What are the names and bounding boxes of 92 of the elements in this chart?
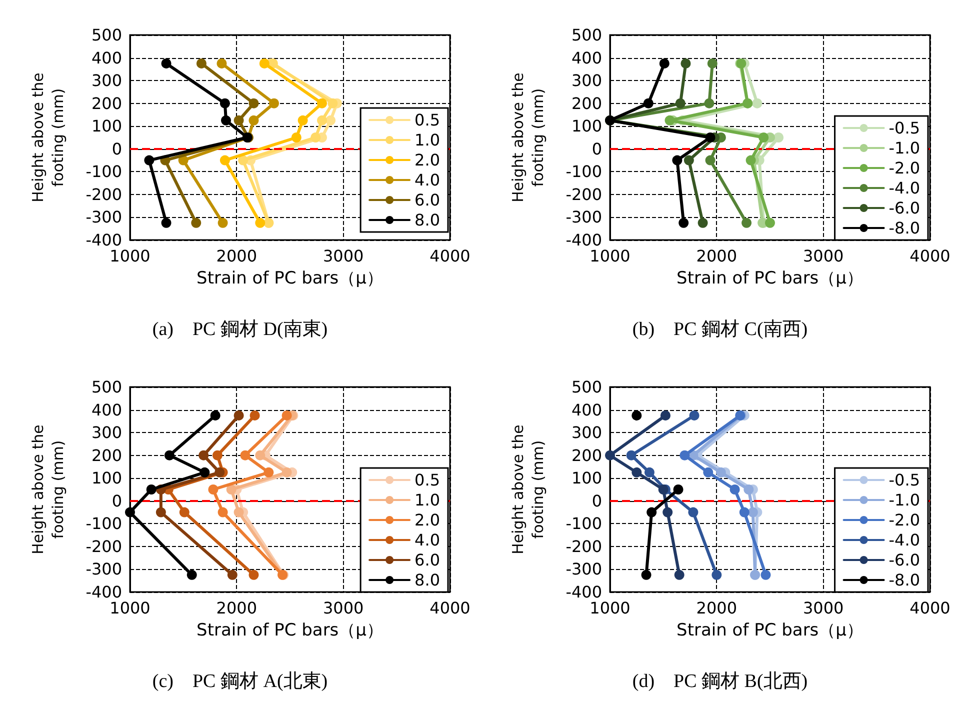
text: (b) PC 鋼材 C(南西) xyxy=(632,319,808,340)
y-tick-label: 200 xyxy=(571,94,602,113)
legend-label: 0.5 xyxy=(414,470,440,490)
legend-label: -6.0 xyxy=(888,550,920,570)
x-tick-label: 2000 xyxy=(216,598,258,618)
y-tick-label: -400 xyxy=(86,230,122,250)
legend-label: 6.0 xyxy=(414,190,440,210)
y-tick-label: -100 xyxy=(86,162,122,182)
y-tick-label: 400 xyxy=(91,400,122,420)
y-tick-label: 400 xyxy=(91,48,122,68)
y-tick-label: -400 xyxy=(566,582,602,602)
y-axis-title: Height above the footing (mm) xyxy=(509,72,547,202)
legend-label: -0.5 xyxy=(888,118,920,138)
y-tick-label: -200 xyxy=(566,536,602,556)
x-tick-label: 3000 xyxy=(802,246,844,266)
y-tick-label: 0 xyxy=(112,139,122,158)
y-tick-label: -300 xyxy=(566,208,602,227)
y-tick-label: 200 xyxy=(91,446,122,465)
y-tick-label: 0 xyxy=(112,491,122,510)
y-tick-label: 200 xyxy=(571,446,602,465)
y-axis-title: Height above the footing (mm) xyxy=(29,72,67,202)
x-axis-title: Strain of PC bars（μ） xyxy=(196,620,384,640)
y-tick-label: -300 xyxy=(86,560,122,579)
y-tick-label: 100 xyxy=(571,468,602,488)
y-tick-label: -100 xyxy=(86,514,122,534)
y-tick-label: 300 xyxy=(571,423,602,442)
y-tick-label: 500 xyxy=(571,26,602,44)
y-tick-label: 200 xyxy=(91,94,122,113)
legend-label: 1.0 xyxy=(414,130,440,150)
x-tick-label: 4000 xyxy=(430,246,470,266)
legend-label: -1.0 xyxy=(888,490,920,510)
text: (c) PC 鋼材 A(北東) xyxy=(152,671,328,692)
y-tick-label: 500 xyxy=(91,26,122,44)
x-tick-label: 1000 xyxy=(590,598,630,618)
y-tick-label: 400 xyxy=(571,48,602,68)
x-axis-title: Strain of PC bars（μ） xyxy=(676,268,864,288)
y-axis-title: Height above the footing (mm) xyxy=(29,424,67,554)
y-tick-label: -200 xyxy=(566,184,602,204)
legend-label: 1.0 xyxy=(414,490,440,510)
text: (a) PC 鋼材 D(南東) xyxy=(152,319,328,340)
legend-label: -4.0 xyxy=(888,178,920,198)
y-tick-label: -100 xyxy=(566,514,602,534)
y-tick-label: 100 xyxy=(91,468,122,488)
legend-label: -2.0 xyxy=(888,510,920,530)
y-tick-label: -300 xyxy=(86,208,122,227)
text: (d) PC 鋼材 B(北西) xyxy=(632,671,808,692)
y-tick-label: 400 xyxy=(571,400,602,420)
y-tick-label: -200 xyxy=(86,536,122,556)
x-tick-label: 3000 xyxy=(322,598,364,618)
legend-label: -2.0 xyxy=(888,158,920,178)
x-tick-label: 1000 xyxy=(110,246,150,266)
legend-label: -4.0 xyxy=(888,530,920,550)
x-tick-label: 2000 xyxy=(216,246,258,266)
y-tick-label: -300 xyxy=(566,560,602,579)
x-tick-label: 4000 xyxy=(910,598,950,618)
x-tick-label: 3000 xyxy=(322,246,364,266)
y-tick-label: 0 xyxy=(592,491,602,510)
y-tick-label: 0 xyxy=(592,139,602,158)
legend-label: -8.0 xyxy=(888,218,920,238)
legend-label: -6.0 xyxy=(888,198,920,218)
legend-label: 0.5 xyxy=(414,110,440,130)
legend-label: -8.0 xyxy=(888,570,920,590)
y-tick-label: 500 xyxy=(91,378,122,396)
y-tick-label: -200 xyxy=(86,184,122,204)
legend-label: 8.0 xyxy=(414,570,440,590)
legend-label: 2.0 xyxy=(414,510,440,530)
y-tick-label: 100 xyxy=(571,116,602,136)
x-tick-label: 2000 xyxy=(696,246,738,266)
x-axis-title: Strain of PC bars（μ） xyxy=(676,620,864,640)
y-tick-label: 300 xyxy=(91,423,122,442)
y-tick-label: -400 xyxy=(566,230,602,250)
legend-label: 4.0 xyxy=(414,530,440,550)
y-tick-label: 500 xyxy=(571,378,602,396)
x-tick-label: 3000 xyxy=(802,598,844,618)
legend-label: 2.0 xyxy=(414,150,440,170)
x-tick-label: 4000 xyxy=(910,246,950,266)
x-tick-label: 1000 xyxy=(590,246,630,266)
y-tick-label: 300 xyxy=(571,71,602,90)
legend-label: -1.0 xyxy=(888,138,920,158)
x-tick-label: 2000 xyxy=(696,598,738,618)
y-tick-label: -100 xyxy=(566,162,602,182)
legend-label: -0.5 xyxy=(888,470,920,490)
y-tick-label: 100 xyxy=(91,116,122,136)
legend-label: 8.0 xyxy=(414,210,440,230)
legend-label: 6.0 xyxy=(414,550,440,570)
legend-label: 4.0 xyxy=(414,170,440,190)
x-tick-label: 1000 xyxy=(110,598,150,618)
y-tick-label: -400 xyxy=(86,582,122,602)
y-tick-label: 300 xyxy=(91,71,122,90)
x-tick-label: 4000 xyxy=(430,598,470,618)
x-axis-title: Strain of PC bars（μ） xyxy=(196,268,384,288)
y-axis-title: Height above the footing (mm) xyxy=(509,424,547,554)
